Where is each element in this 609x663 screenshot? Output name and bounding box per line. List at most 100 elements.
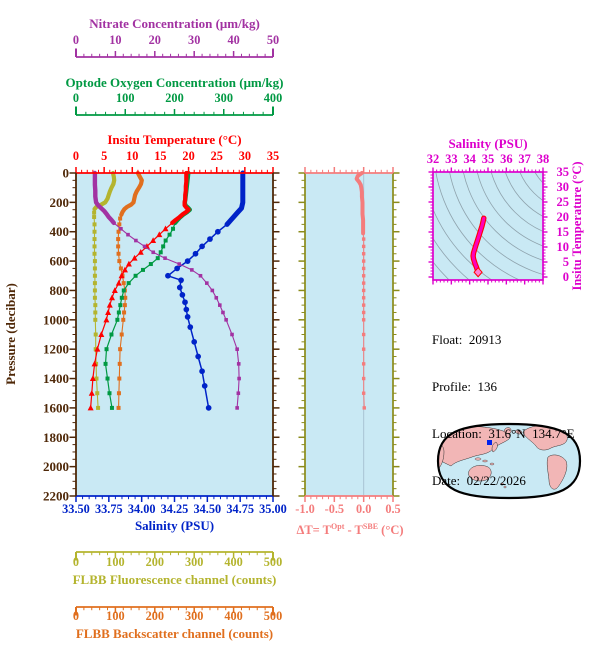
tick-label: 25	[557, 195, 570, 209]
data-marker	[201, 383, 208, 389]
series-salinity	[165, 170, 246, 411]
data-marker	[237, 376, 241, 381]
data-marker	[224, 318, 228, 322]
data-marker	[92, 215, 97, 220]
axis-title: Pressure (decibar)	[3, 283, 18, 385]
tick-label: 100	[106, 555, 124, 569]
data-marker	[116, 310, 121, 315]
axis-title: Nitrate Concentration (μm/kg)	[89, 16, 260, 31]
data-marker	[236, 362, 241, 366]
data-marker	[119, 226, 123, 231]
tick-label: 5	[101, 149, 107, 163]
delta-title-mid: - T	[344, 523, 363, 538]
data-marker	[184, 314, 191, 320]
data-marker	[221, 310, 225, 315]
data-marker	[156, 231, 163, 238]
data-marker	[361, 347, 366, 351]
series-delta-t	[354, 171, 366, 410]
tick-label: 30	[557, 180, 570, 194]
data-marker	[210, 288, 215, 293]
data-marker	[142, 244, 147, 249]
delta-title-pre: ΔT= T	[296, 523, 332, 538]
data-marker	[361, 332, 366, 337]
axis-title: FLBB Fluorescence channel (counts)	[73, 572, 277, 587]
tick-label: 34.50	[193, 502, 221, 516]
axis-title: Insitu Temperature (°C)	[107, 132, 241, 147]
data-marker	[116, 244, 121, 249]
tick-label: 50	[267, 33, 279, 47]
tick-label: 33.50	[62, 502, 90, 516]
series-line-thick	[119, 170, 144, 217]
tick-label: 20	[182, 149, 194, 163]
series-temperature	[87, 170, 191, 411]
tick-label: 800	[50, 283, 70, 298]
tick-label: 400	[264, 91, 282, 105]
data-marker	[183, 306, 190, 313]
series-line-thick	[170, 170, 191, 225]
data-marker	[131, 254, 138, 261]
float-location-marker	[487, 440, 492, 445]
tick-label: 34.75	[226, 502, 254, 516]
data-marker	[109, 294, 116, 301]
data-marker	[93, 332, 98, 337]
map-continent	[503, 427, 512, 435]
data-marker	[87, 404, 94, 411]
data-marker	[92, 281, 97, 286]
data-marker	[107, 391, 112, 396]
data-marker	[95, 391, 100, 396]
series-line-thick	[354, 171, 366, 236]
tick-label: 0	[73, 33, 79, 47]
data-marker	[361, 376, 366, 381]
data-marker	[109, 332, 114, 337]
tick-label: 5	[563, 255, 569, 269]
tick-label: 500	[264, 555, 282, 569]
data-marker	[361, 266, 366, 271]
tick-label: 2200	[43, 489, 69, 504]
map-continent	[514, 429, 523, 435]
data-marker	[92, 222, 97, 227]
data-marker	[235, 406, 239, 410]
ts-plot-bg	[433, 172, 543, 280]
tick-label: 20	[557, 210, 570, 224]
data-marker	[119, 332, 124, 337]
data-marker	[116, 405, 121, 410]
data-marker	[98, 331, 105, 337]
data-marker	[205, 405, 212, 411]
tick-label: 200	[50, 195, 70, 210]
data-marker	[116, 229, 121, 234]
data-marker	[126, 232, 130, 237]
ts-profile-line	[471, 216, 486, 273]
map-land	[438, 424, 568, 490]
data-marker	[361, 259, 366, 263]
data-marker	[176, 284, 183, 291]
data-marker	[92, 210, 97, 215]
data-marker	[361, 237, 366, 241]
data-marker	[103, 316, 110, 323]
tick-label: 35	[557, 165, 570, 179]
data-marker	[117, 259, 122, 264]
data-marker	[190, 268, 194, 272]
tick-label: 200	[146, 555, 164, 569]
data-marker	[106, 301, 113, 308]
data-marker	[361, 281, 366, 285]
map-continent	[468, 465, 492, 482]
data-marker	[361, 244, 366, 249]
data-marker	[104, 347, 109, 352]
data-marker	[92, 273, 97, 278]
tick-label: 37	[518, 152, 531, 166]
data-marker	[361, 288, 366, 293]
fluorescence-axis: 0 100 200 300 400 500 FLBB Fluorescence channe…	[73, 551, 282, 587]
data-marker	[118, 347, 123, 352]
data-marker	[230, 332, 234, 337]
data-marker	[361, 391, 366, 395]
data-marker	[121, 288, 126, 293]
tick-label: 20	[149, 33, 161, 47]
tick-label: 35.00	[259, 502, 287, 516]
data-marker	[133, 273, 138, 278]
tick-label: 300	[185, 555, 203, 569]
map-island	[474, 457, 482, 461]
data-marker	[92, 229, 97, 234]
data-marker	[115, 279, 122, 286]
tick-label: 500	[264, 609, 282, 623]
map-island	[482, 459, 488, 463]
